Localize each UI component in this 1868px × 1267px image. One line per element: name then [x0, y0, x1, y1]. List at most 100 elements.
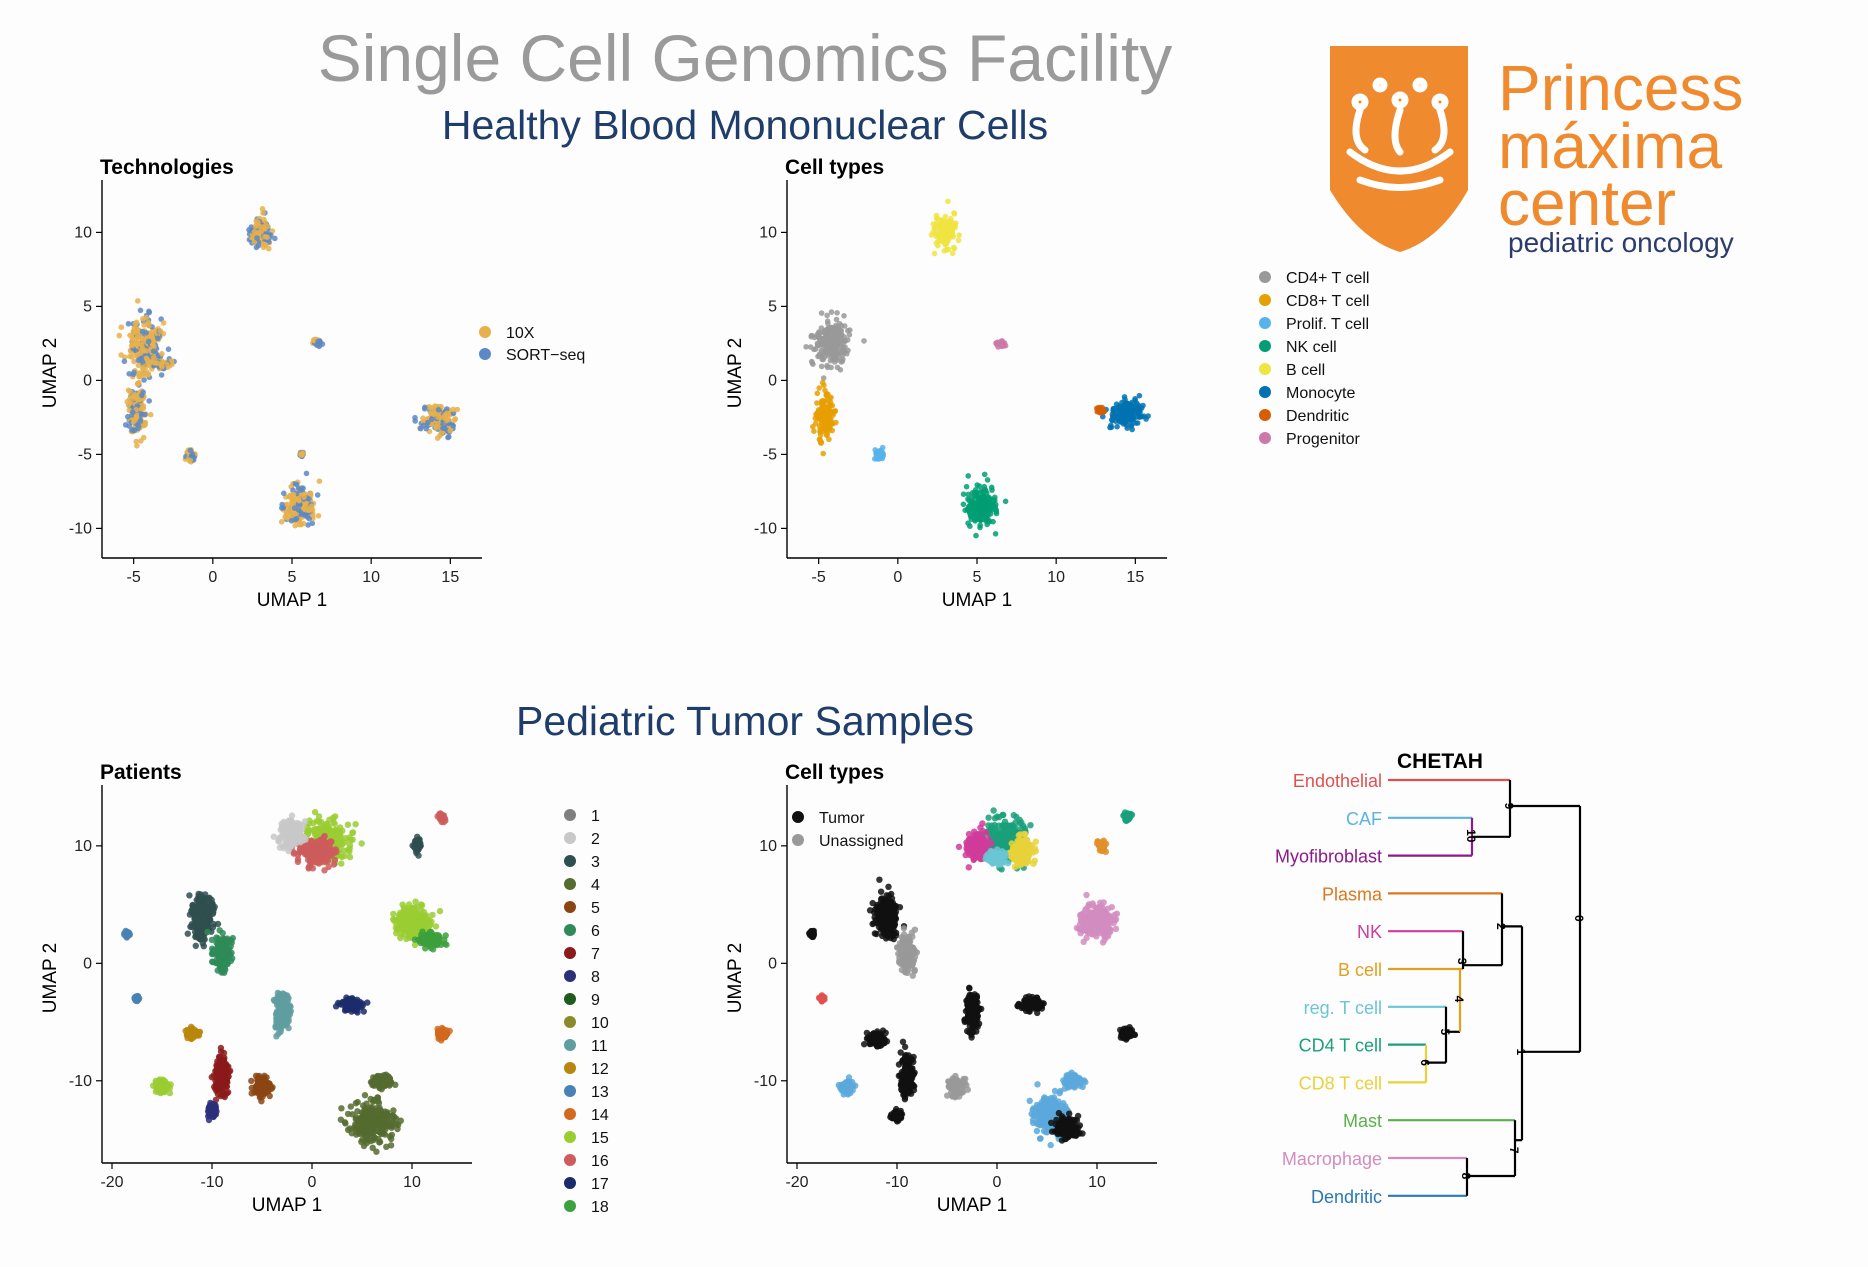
legend-label: 10X	[506, 325, 535, 342]
data-point	[406, 927, 414, 934]
data-point	[260, 210, 266, 216]
data-point	[285, 847, 292, 855]
data-point	[367, 1113, 375, 1120]
data-point	[129, 335, 136, 342]
data-point	[326, 816, 333, 823]
data-point	[248, 1077, 255, 1085]
data-point	[315, 338, 321, 345]
data-point	[439, 814, 446, 821]
data-point	[816, 385, 822, 391]
data-point	[331, 856, 339, 864]
y-tick-label: -10	[69, 520, 92, 537]
data-point	[379, 1112, 387, 1119]
data-point	[254, 221, 260, 228]
data-point	[824, 432, 830, 438]
crown-icon	[1346, 77, 1454, 191]
data-point	[122, 422, 129, 428]
legend-label: CD8+ T cell	[1286, 293, 1369, 310]
legend-swatch	[479, 326, 491, 338]
x-tick-label: 0	[208, 569, 217, 586]
data-point	[814, 400, 820, 406]
data-point	[1128, 415, 1135, 422]
data-point	[951, 211, 958, 217]
data-point	[984, 477, 991, 483]
data-point	[254, 1074, 261, 1082]
data-point	[214, 1058, 221, 1065]
data-point	[454, 406, 461, 413]
data-point	[191, 912, 198, 919]
data-point	[221, 1093, 228, 1101]
data-point	[352, 1100, 360, 1107]
data-point	[436, 933, 443, 941]
data-point	[126, 371, 132, 377]
data-point	[157, 328, 164, 334]
data-point	[837, 367, 844, 373]
legend-label: Prolif. T cell	[1286, 316, 1369, 333]
data-point	[276, 834, 283, 842]
data-point	[296, 497, 302, 504]
data-point	[845, 327, 851, 334]
data-point	[262, 242, 269, 248]
data-point	[376, 1076, 383, 1083]
data-point	[302, 512, 309, 518]
data-point	[343, 1006, 350, 1013]
data-point	[815, 342, 821, 348]
data-point	[423, 916, 430, 923]
data-point	[388, 1131, 396, 1139]
data-point	[819, 341, 825, 348]
x-tick-label: 0	[893, 569, 902, 586]
data-point	[398, 916, 406, 923]
data-point	[981, 471, 988, 478]
x-tick-label: -5	[812, 569, 826, 586]
data-point	[354, 1108, 361, 1115]
data-point	[952, 224, 958, 231]
data-point	[131, 427, 138, 434]
data-point	[321, 832, 328, 840]
data-point	[450, 406, 456, 413]
data-point	[359, 1114, 367, 1121]
data-point	[977, 500, 983, 507]
data-point	[418, 902, 426, 909]
data-point	[287, 829, 294, 837]
data-point	[282, 514, 288, 520]
data-point	[204, 908, 212, 915]
data-point	[314, 492, 321, 498]
data-point	[982, 513, 989, 519]
data-point	[394, 1125, 401, 1133]
data-point	[383, 1143, 390, 1150]
data-point	[1128, 423, 1135, 429]
data-point	[309, 520, 316, 527]
data-point	[312, 829, 319, 836]
data-point	[290, 494, 297, 501]
data-point	[452, 416, 459, 422]
data-point	[303, 470, 310, 477]
data-point	[146, 362, 152, 368]
data-point	[375, 1128, 382, 1135]
scatter-points	[121, 809, 453, 1155]
data-point	[346, 834, 353, 841]
data-point	[382, 1071, 390, 1078]
data-point	[841, 313, 847, 319]
data-point	[189, 902, 196, 909]
data-point	[1136, 392, 1143, 399]
data-point	[825, 411, 832, 417]
data-point	[184, 930, 191, 937]
data-point	[440, 425, 446, 431]
data-point	[965, 496, 971, 502]
data-point	[266, 1092, 273, 1100]
data-point	[992, 531, 999, 537]
data-point	[220, 952, 227, 959]
data-point	[127, 353, 133, 360]
data-point	[1098, 408, 1104, 415]
data-point	[140, 359, 146, 365]
data-point	[967, 523, 973, 529]
data-point	[1108, 424, 1115, 431]
data-point	[933, 220, 940, 227]
data-point	[361, 1092, 369, 1099]
y-tick-label: 5	[768, 298, 777, 315]
y-axis-label: UMAP 2	[725, 338, 746, 408]
data-point	[220, 1056, 227, 1063]
y-tick-label: 0	[768, 372, 777, 389]
data-point	[187, 447, 194, 454]
data-point	[827, 336, 834, 343]
